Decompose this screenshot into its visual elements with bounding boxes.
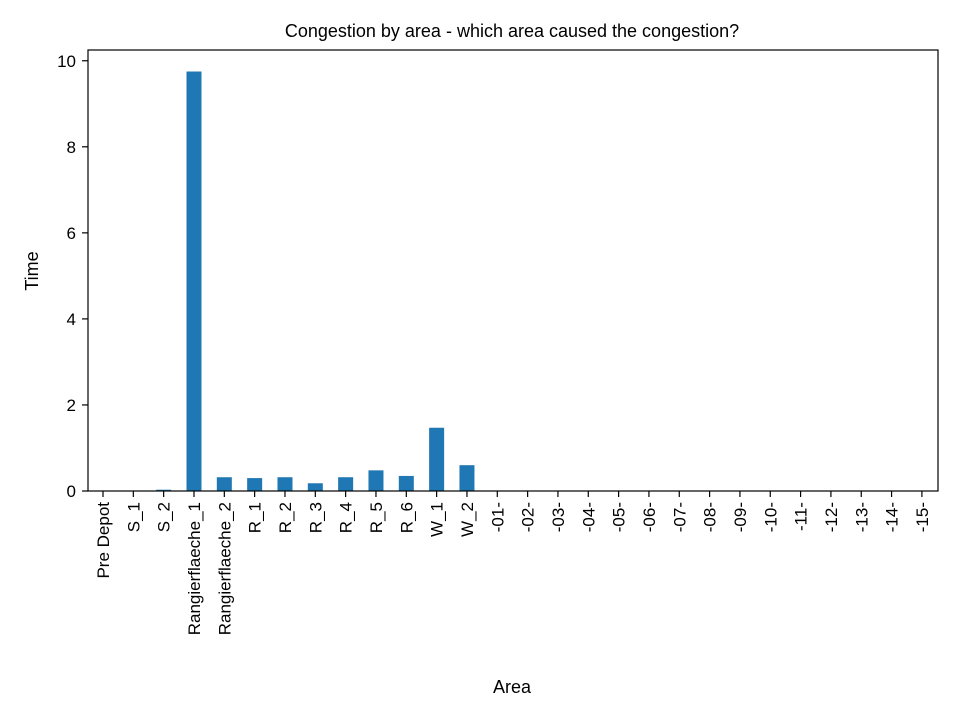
y-tick-label: 6	[67, 224, 76, 243]
x-tick-label: R_2	[276, 502, 295, 533]
y-axis-label: Time	[22, 251, 42, 290]
x-tick-label: W_1	[428, 502, 447, 537]
x-tick-label: -15-	[913, 502, 932, 532]
x-tick-label: -04-	[579, 502, 598, 532]
bar	[429, 427, 445, 491]
y-tick-label: 2	[67, 396, 76, 415]
bar	[398, 475, 414, 491]
x-tick-label: R_5	[367, 502, 386, 533]
x-tick-label: -01-	[488, 502, 507, 532]
x-tick-label: -05-	[610, 502, 629, 532]
bar	[216, 477, 232, 491]
bar	[186, 71, 202, 491]
x-tick-label: -10-	[761, 502, 780, 532]
x-tick-label: -02-	[519, 502, 538, 532]
x-axis: Pre Depot S_1 S_2 Rangierflaeche_1 Rangierfl…	[94, 491, 932, 635]
bar	[307, 483, 323, 491]
x-tick-label: Pre Depot	[94, 502, 113, 579]
x-tick-label: S_1	[124, 502, 143, 532]
x-tick-label: -06-	[640, 502, 659, 532]
bar	[247, 478, 263, 491]
bars-group	[156, 71, 475, 491]
bar	[368, 470, 384, 491]
x-tick-label: R_4	[337, 502, 356, 533]
x-tick-label: -11-	[792, 502, 811, 531]
x-tick-label: R_1	[246, 502, 265, 533]
x-tick-label: -12-	[822, 502, 841, 532]
bar	[459, 465, 475, 491]
y-tick-label: 0	[67, 482, 76, 501]
x-tick-label: Rangierflaeche_2	[215, 502, 234, 635]
x-tick-label: R_6	[397, 502, 416, 533]
x-tick-label: S_2	[155, 502, 174, 532]
chart-title: Congestion by area - which area caused t…	[285, 21, 739, 41]
bar	[156, 489, 172, 491]
x-axis-label: Area	[493, 677, 532, 697]
bar	[338, 477, 354, 491]
plot-frame	[87, 49, 939, 492]
x-tick-label: Rangierflaeche_1	[185, 502, 204, 635]
y-tick-label: 4	[67, 310, 76, 329]
bar	[277, 477, 293, 491]
y-axis: 0 2 4 6 8 10	[57, 52, 88, 501]
x-tick-label: -09-	[731, 502, 750, 532]
x-tick-label: -07-	[670, 502, 689, 532]
x-tick-label: -03-	[549, 502, 568, 532]
x-tick-label: W_2	[458, 502, 477, 537]
y-tick-label: 10	[57, 52, 76, 71]
x-tick-label: R_3	[306, 502, 325, 533]
x-tick-label: -13-	[852, 502, 871, 532]
x-tick-label: -08-	[701, 502, 720, 532]
y-tick-label: 8	[67, 138, 76, 157]
x-tick-label: -14-	[883, 502, 902, 532]
